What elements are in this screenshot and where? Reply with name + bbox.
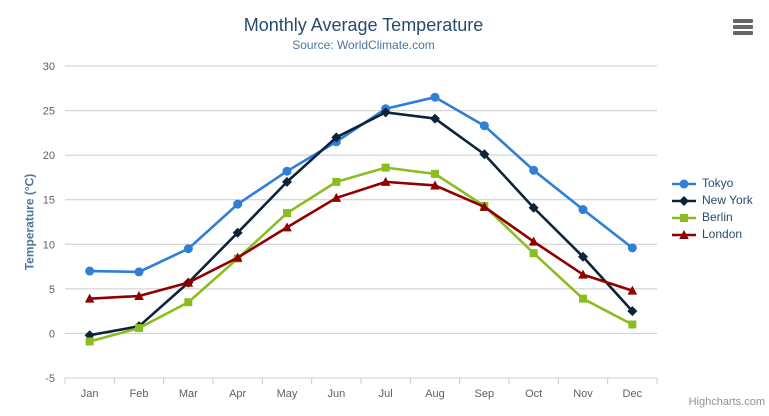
point-tokyo-dec[interactable] bbox=[627, 243, 637, 253]
point-tokyo-oct[interactable] bbox=[529, 165, 539, 175]
point-berlin-aug[interactable] bbox=[431, 169, 439, 178]
legend-item-london[interactable]: London bbox=[672, 226, 753, 243]
point-london-dec[interactable] bbox=[627, 285, 638, 295]
series-berlin-line bbox=[88, 166, 634, 343]
x-axis-tick-label: Mar bbox=[179, 388, 198, 400]
point-london-may[interactable] bbox=[282, 222, 292, 232]
y-axis-tick-label: 30 bbox=[43, 61, 55, 73]
highcharts-credit[interactable]: Highcharts.com bbox=[688, 396, 765, 408]
point-london-feb[interactable] bbox=[134, 290, 144, 300]
point-london-jan[interactable] bbox=[84, 293, 95, 303]
point-tokyo-aug[interactable] bbox=[430, 92, 440, 102]
point-new-york-aug[interactable] bbox=[430, 113, 440, 124]
legend-marker-circle-icon bbox=[672, 179, 696, 188]
point-new-york-jul[interactable] bbox=[380, 107, 391, 118]
point-london-mar[interactable] bbox=[183, 277, 194, 287]
point-london-sep[interactable] bbox=[479, 201, 490, 211]
x-axis-tick-label: Feb bbox=[130, 388, 149, 400]
point-berlin-jun[interactable] bbox=[332, 177, 341, 186]
y-axis-tick-label: -5 bbox=[45, 373, 55, 385]
legend-label: Berlin bbox=[702, 210, 733, 224]
series-new-york bbox=[84, 107, 638, 341]
legend-marker-triangle-icon bbox=[672, 229, 696, 239]
point-new-york-sep[interactable] bbox=[479, 149, 490, 160]
series-tokyo bbox=[85, 92, 637, 277]
point-tokyo-feb[interactable] bbox=[134, 267, 144, 277]
point-berlin-jul[interactable] bbox=[381, 163, 390, 172]
point-tokyo-apr[interactable] bbox=[233, 199, 243, 209]
point-berlin-feb[interactable] bbox=[135, 324, 143, 333]
x-axis-tick-label: Jun bbox=[327, 388, 345, 400]
point-berlin-nov[interactable] bbox=[579, 294, 587, 303]
chart-subtitle: Source: WorldClimate.com bbox=[292, 38, 435, 52]
series-london-line bbox=[88, 180, 634, 300]
point-london-aug[interactable] bbox=[430, 180, 440, 190]
point-tokyo-jan[interactable] bbox=[85, 266, 95, 276]
hamburger-icon bbox=[733, 19, 753, 23]
y-axis-tick-label: 15 bbox=[43, 195, 55, 207]
y-axis-tick-label: 5 bbox=[49, 284, 55, 296]
point-new-york-apr[interactable] bbox=[232, 227, 243, 238]
point-berlin-dec[interactable] bbox=[628, 320, 637, 329]
point-tokyo-nov[interactable] bbox=[578, 205, 588, 215]
x-axis-tick-label: Jan bbox=[81, 388, 99, 400]
y-axis-tick-label: 20 bbox=[43, 150, 55, 162]
point-tokyo-sep[interactable] bbox=[479, 121, 489, 131]
legend-item-new-york[interactable]: New York bbox=[672, 192, 753, 209]
point-berlin-mar[interactable] bbox=[184, 298, 193, 307]
point-new-york-dec[interactable] bbox=[627, 306, 638, 317]
point-london-jun[interactable] bbox=[331, 192, 342, 202]
point-berlin-oct[interactable] bbox=[529, 249, 538, 258]
point-london-oct[interactable] bbox=[528, 236, 539, 246]
point-tokyo-mar[interactable] bbox=[183, 244, 193, 254]
point-new-york-nov[interactable] bbox=[578, 251, 588, 262]
x-axis-tick-label: Aug bbox=[425, 388, 445, 400]
legend-label: New York bbox=[702, 193, 753, 207]
point-new-york-may[interactable] bbox=[282, 176, 292, 187]
legend-label: Tokyo bbox=[702, 176, 734, 190]
legend-label: London bbox=[702, 227, 743, 241]
point-berlin-may[interactable] bbox=[283, 209, 291, 218]
point-london-nov[interactable] bbox=[578, 269, 588, 279]
x-axis-tick-label: Jul bbox=[379, 388, 393, 400]
chart-title: Monthly Average Temperature bbox=[243, 15, 484, 35]
legend-item-berlin[interactable]: Berlin bbox=[672, 209, 753, 226]
x-axis-tick-label: Oct bbox=[525, 388, 542, 400]
point-london-jul[interactable] bbox=[380, 176, 391, 186]
point-london-apr[interactable] bbox=[232, 252, 243, 262]
legend-marker-diamond-icon bbox=[672, 195, 696, 206]
y-axis-tick-label: 0 bbox=[49, 328, 55, 340]
series-london bbox=[84, 176, 638, 303]
legend-marker-square-icon bbox=[672, 213, 696, 222]
x-axis-tick-label: Sep bbox=[475, 388, 495, 400]
legend: Tokyo New York Berlin London bbox=[672, 175, 753, 243]
y-axis-tick-label: 10 bbox=[43, 239, 55, 251]
legend-item-tokyo[interactable]: Tokyo bbox=[672, 175, 753, 192]
point-new-york-jun[interactable] bbox=[331, 132, 342, 143]
x-axis-tick-label: Nov bbox=[573, 388, 593, 400]
point-berlin-jan[interactable] bbox=[85, 337, 94, 346]
point-tokyo-may[interactable] bbox=[282, 166, 292, 176]
y-axis-tick-label: 25 bbox=[43, 106, 55, 118]
point-new-york-oct[interactable] bbox=[528, 202, 539, 213]
x-axis-tick-label: May bbox=[277, 388, 298, 400]
series-new-york-line bbox=[88, 111, 634, 337]
x-axis-tick-label: Dec bbox=[623, 388, 643, 400]
chart-context-menu-button[interactable] bbox=[733, 19, 753, 35]
x-axis-tick-label: Apr bbox=[229, 388, 246, 400]
